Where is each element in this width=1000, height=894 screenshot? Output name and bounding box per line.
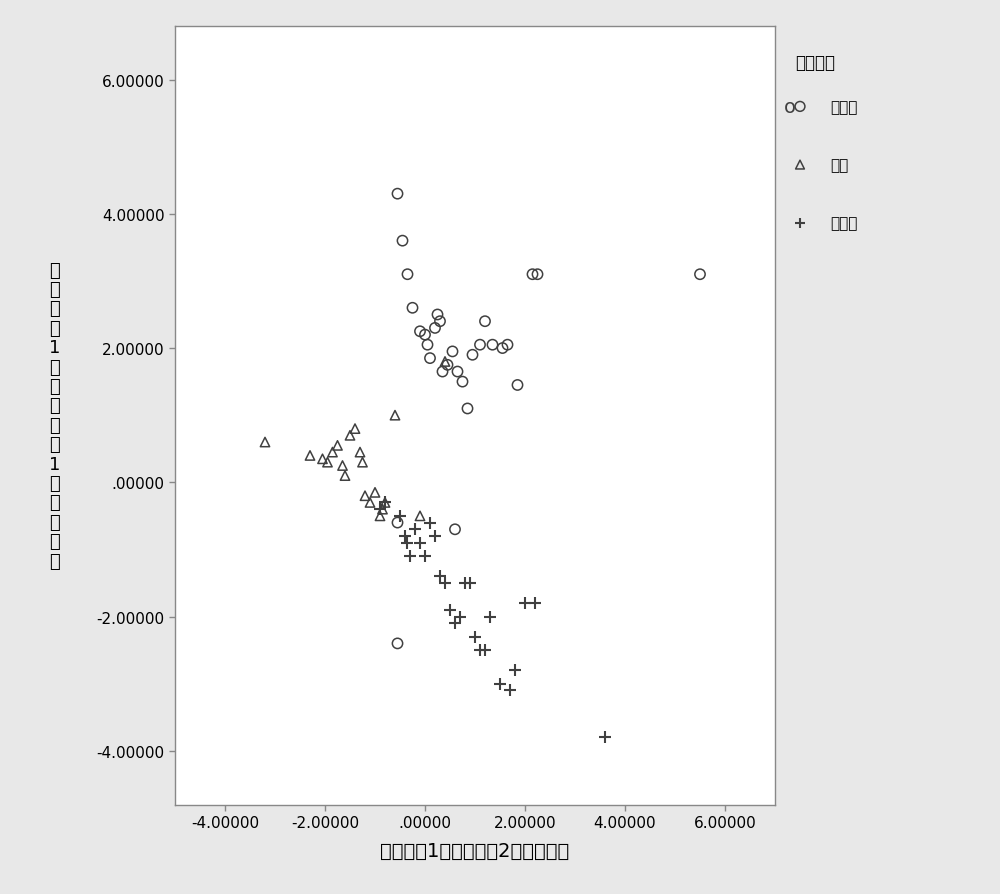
Point — [444, 345, 460, 359]
Point — [334, 459, 351, 473]
Point — [394, 234, 410, 249]
Point — [437, 577, 453, 591]
Text: 建三江: 建三江 — [830, 100, 857, 114]
Point — [302, 449, 318, 463]
Point — [342, 429, 358, 443]
Point — [389, 637, 406, 651]
Point — [452, 610, 468, 624]
Text: 五常: 五常 — [830, 158, 848, 173]
Point — [464, 348, 480, 363]
Point — [432, 315, 448, 329]
Point — [324, 445, 340, 460]
Point — [427, 529, 443, 544]
Point — [792, 216, 808, 231]
Point — [517, 596, 533, 611]
Point — [472, 644, 488, 658]
Point — [377, 495, 393, 510]
Point — [337, 468, 353, 483]
Point — [437, 355, 453, 369]
Point — [432, 569, 448, 584]
Point — [422, 351, 438, 366]
Point — [447, 522, 463, 536]
Point — [330, 439, 346, 453]
Point — [372, 510, 388, 524]
Point — [477, 644, 493, 658]
Point — [792, 158, 808, 173]
Point — [477, 315, 493, 329]
Point — [407, 522, 423, 536]
Point — [429, 308, 445, 323]
Point — [459, 402, 476, 417]
Text: o: o — [784, 97, 796, 117]
Point — [484, 338, 500, 352]
Point — [417, 549, 433, 564]
Point — [404, 301, 420, 316]
Point — [509, 378, 525, 392]
Point — [529, 268, 545, 283]
Point — [389, 188, 406, 202]
Point — [412, 510, 428, 524]
Point — [442, 603, 458, 617]
Point — [597, 730, 613, 745]
Point — [507, 663, 523, 678]
Point — [502, 683, 518, 697]
Point — [449, 365, 465, 379]
Point — [417, 328, 433, 342]
Point — [412, 536, 428, 550]
Text: 查哈阳: 查哈阳 — [830, 216, 857, 231]
Point — [524, 268, 540, 283]
Point — [374, 502, 390, 517]
Point — [357, 489, 373, 503]
Point — [352, 445, 368, 460]
Point — [434, 365, 450, 379]
Point — [347, 422, 363, 436]
Point — [692, 268, 708, 283]
Point — [362, 495, 378, 510]
Point — [454, 375, 470, 390]
Point — [392, 510, 408, 524]
Point — [527, 596, 543, 611]
Point — [320, 456, 336, 470]
Point — [412, 325, 428, 339]
Point — [257, 435, 273, 450]
Point — [402, 549, 418, 564]
Point — [367, 485, 383, 500]
Point — [462, 577, 478, 591]
Point — [372, 502, 388, 517]
Point — [389, 516, 406, 530]
Point — [792, 100, 808, 114]
Point — [472, 338, 488, 352]
Point — [447, 617, 463, 631]
Point — [354, 456, 370, 470]
Point — [482, 610, 498, 624]
Point — [314, 452, 330, 467]
Point — [377, 495, 393, 510]
Point — [439, 358, 455, 373]
Text: 用
于
分
析
1
的
来
自
函
数
1
的
判
别
得
分: 用 于 分 析 1 的 来 自 函 数 1 的 判 别 得 分 — [49, 261, 61, 570]
Point — [499, 338, 516, 352]
X-axis label: 用于分析1的来自函数2的判别得分: 用于分析1的来自函数2的判别得分 — [380, 841, 570, 860]
Point — [457, 577, 473, 591]
Point — [422, 516, 438, 530]
Point — [399, 268, 416, 283]
Point — [397, 529, 413, 544]
Point — [387, 409, 403, 423]
Point — [492, 677, 508, 691]
Point — [399, 536, 416, 550]
Point — [494, 342, 510, 356]
Point — [419, 338, 435, 352]
Point — [427, 322, 443, 336]
Text: 地域编码: 地域编码 — [795, 54, 835, 72]
Point — [467, 629, 483, 644]
